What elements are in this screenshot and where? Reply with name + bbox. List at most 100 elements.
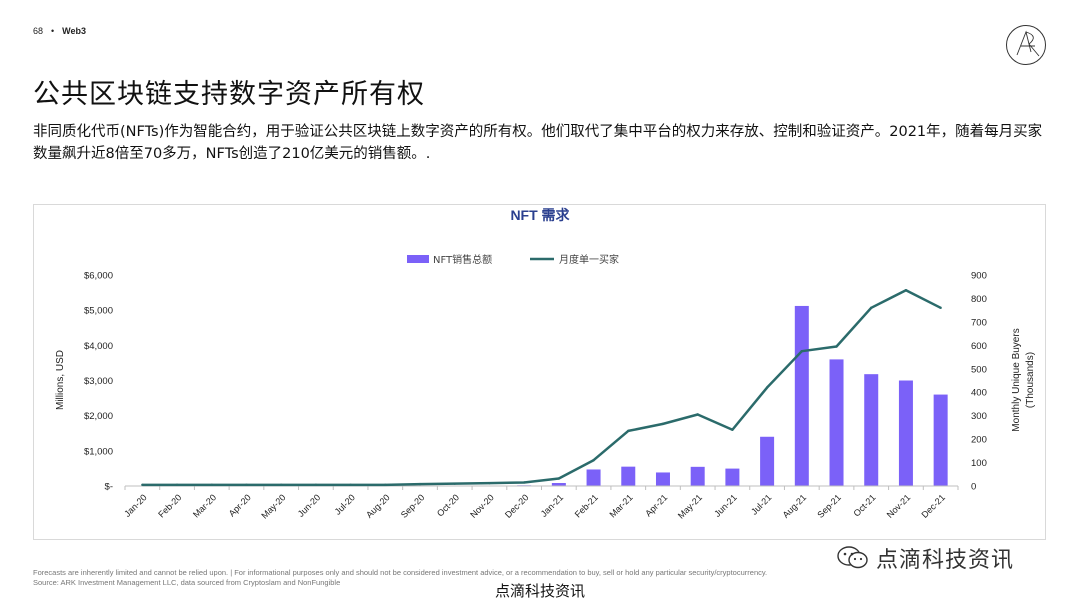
legend: NFT销售总额 月度单一买家 <box>407 253 619 266</box>
line-point-Jun-21 <box>731 428 734 431</box>
line-point-Sep-20 <box>418 482 422 486</box>
header-separator: • <box>51 26 55 36</box>
x-tick-label: Mar-20 <box>191 492 218 519</box>
y-right-tick-label: 900 <box>971 271 987 282</box>
line-point-Dec-20 <box>522 481 526 484</box>
x-tick-label: Oct-21 <box>851 492 877 518</box>
section-name: Web3 <box>62 26 87 36</box>
bar-May-21 <box>690 466 705 486</box>
x-tick-label: Jan-20 <box>122 492 149 519</box>
line-point-May-20 <box>279 483 283 487</box>
line-point-Apr-20 <box>245 483 248 487</box>
y-left-tick-label: $3,000 <box>84 376 113 387</box>
x-tick-label: Dec-20 <box>503 492 531 520</box>
x-tick-label: Jun-21 <box>712 492 739 519</box>
axes: Jan-20 Feb-20 Mar-20 Apr-20 May-20 Jun-20 Jul-… <box>84 271 987 521</box>
y-right-tick-label: 500 <box>971 364 987 375</box>
bar-series <box>135 305 948 486</box>
y-right-tick-label: 0 <box>971 482 976 493</box>
y-right-tick-label: 600 <box>971 341 987 352</box>
line-point-Dec-21 <box>939 306 942 310</box>
bar-Feb-21 <box>586 469 601 486</box>
x-tick-label: Sep-21 <box>815 492 843 520</box>
nft-demand-chart: NFT 需求 NFT销售总额 月度单一买家 Millions, USD Mont… <box>33 204 1046 540</box>
y-left-axis-label: Millions, USD <box>55 350 66 410</box>
y-right-tick-label: 200 <box>971 435 987 446</box>
y-right-axis-label-1: Monthly Unique Buyers <box>1011 328 1022 431</box>
line-point-Nov-21 <box>904 289 908 292</box>
line-point-Mar-21 <box>627 429 630 433</box>
line-point-Jul-21 <box>765 386 769 389</box>
line-point-Sep-21 <box>835 345 838 348</box>
y-right-axis-label-2: (Thousands) <box>1025 352 1036 408</box>
ark-logo-icon <box>1006 25 1046 65</box>
y-left-tick-label: $4,000 <box>84 341 113 352</box>
y-left-tick-label: $6,000 <box>84 271 113 282</box>
line-point-May-21 <box>696 413 699 416</box>
x-tick-label: Feb-21 <box>573 492 600 519</box>
x-tick-label: Nov-21 <box>885 492 913 520</box>
bar-Apr-21 <box>655 472 670 486</box>
intro-paragraph: 非同质化代币(NFTs)作为智能合约，用于验证公共区块链上数字资产的所有权。他们… <box>33 124 1043 162</box>
line-series <box>141 288 942 487</box>
line-point-Oct-21 <box>870 306 873 310</box>
x-tick-label: Apr-21 <box>643 492 669 518</box>
page-header: 68 • Web3 <box>33 26 86 36</box>
chart-title: NFT 需求 <box>510 207 570 223</box>
x-tick-label: Apr-20 <box>227 492 253 518</box>
x-tick-label: May-21 <box>676 492 704 520</box>
x-tick-label: Jul-20 <box>333 492 357 516</box>
x-tick-label: Nov-20 <box>468 492 496 520</box>
page-title: 公共区块链支持数字资产所有权 <box>33 79 425 110</box>
footnote-disclaimer: Forecasts are inherently limited and can… <box>33 568 768 577</box>
line-point-Aug-20 <box>384 483 387 487</box>
x-tick-label: Oct-20 <box>435 492 461 518</box>
bar-Sep-21 <box>829 359 844 486</box>
bar-Oct-21 <box>864 374 879 486</box>
line-point-Oct-20 <box>453 482 456 485</box>
bar-Mar-21 <box>621 466 636 486</box>
legend-bar-swatch <box>407 255 429 263</box>
y-right-tick-label: 700 <box>971 317 987 328</box>
line-point-Mar-20 <box>210 483 213 487</box>
x-tick-label: Aug-20 <box>364 492 392 520</box>
x-tick-label: Aug-21 <box>781 492 809 520</box>
x-tick-label: Jul-21 <box>749 492 773 516</box>
bar-Dec-21 <box>933 394 948 486</box>
legend-line-label: 月度单一买家 <box>559 253 619 266</box>
y-left-tick-label: $2,000 <box>84 411 113 422</box>
bar-Jan-21 <box>551 483 566 486</box>
chart-canvas: NFT 需求 NFT销售总额 月度单一买家 Millions, USD Mont… <box>55 207 1036 521</box>
y-left-tick-label: $5,000 <box>84 306 113 317</box>
bar-Jun-21 <box>725 468 740 486</box>
y-right-tick-label: 400 <box>971 388 987 399</box>
y-left-tick-label: $- <box>105 482 113 493</box>
line-point-Jan-20 <box>141 483 144 487</box>
bar-Nov-21 <box>898 380 913 486</box>
y-right-tick-label: 300 <box>971 411 987 422</box>
bar-Aug-21 <box>794 305 809 486</box>
watermark-overlay: 点滴科技资讯 <box>836 542 1014 574</box>
footnote: Forecasts are inherently limited and can… <box>33 568 767 588</box>
watermark-bottom: 点滴科技资讯 <box>494 582 585 600</box>
line-point-Feb-20 <box>175 483 179 487</box>
unique-buyers-line <box>142 288 942 487</box>
page-number: 68 <box>33 26 44 36</box>
y-left-tick-label: $1,000 <box>84 446 113 457</box>
legend-bar-label: NFT销售总额 <box>433 253 492 266</box>
x-tick-label: Mar-21 <box>607 492 634 519</box>
y-right-tick-label: 800 <box>971 294 987 305</box>
watermark-text: 点滴科技资讯 <box>876 548 1015 573</box>
line-point-Jan-21 <box>557 477 561 480</box>
x-tick-label: May-20 <box>259 492 287 520</box>
x-tick-label: Sep-20 <box>399 492 427 520</box>
y-right-tick-label: 100 <box>971 458 987 469</box>
line-point-Jun-20 <box>314 483 318 487</box>
x-tick-label: Feb-20 <box>156 492 183 519</box>
x-tick-label: Jun-20 <box>296 492 323 519</box>
line-point-Jul-20 <box>349 483 352 487</box>
x-tick-label: Jan-21 <box>539 492 566 519</box>
x-tick-label: Dec-21 <box>919 492 947 520</box>
bar-Jul-21 <box>760 436 775 486</box>
line-point-Nov-20 <box>488 481 491 485</box>
